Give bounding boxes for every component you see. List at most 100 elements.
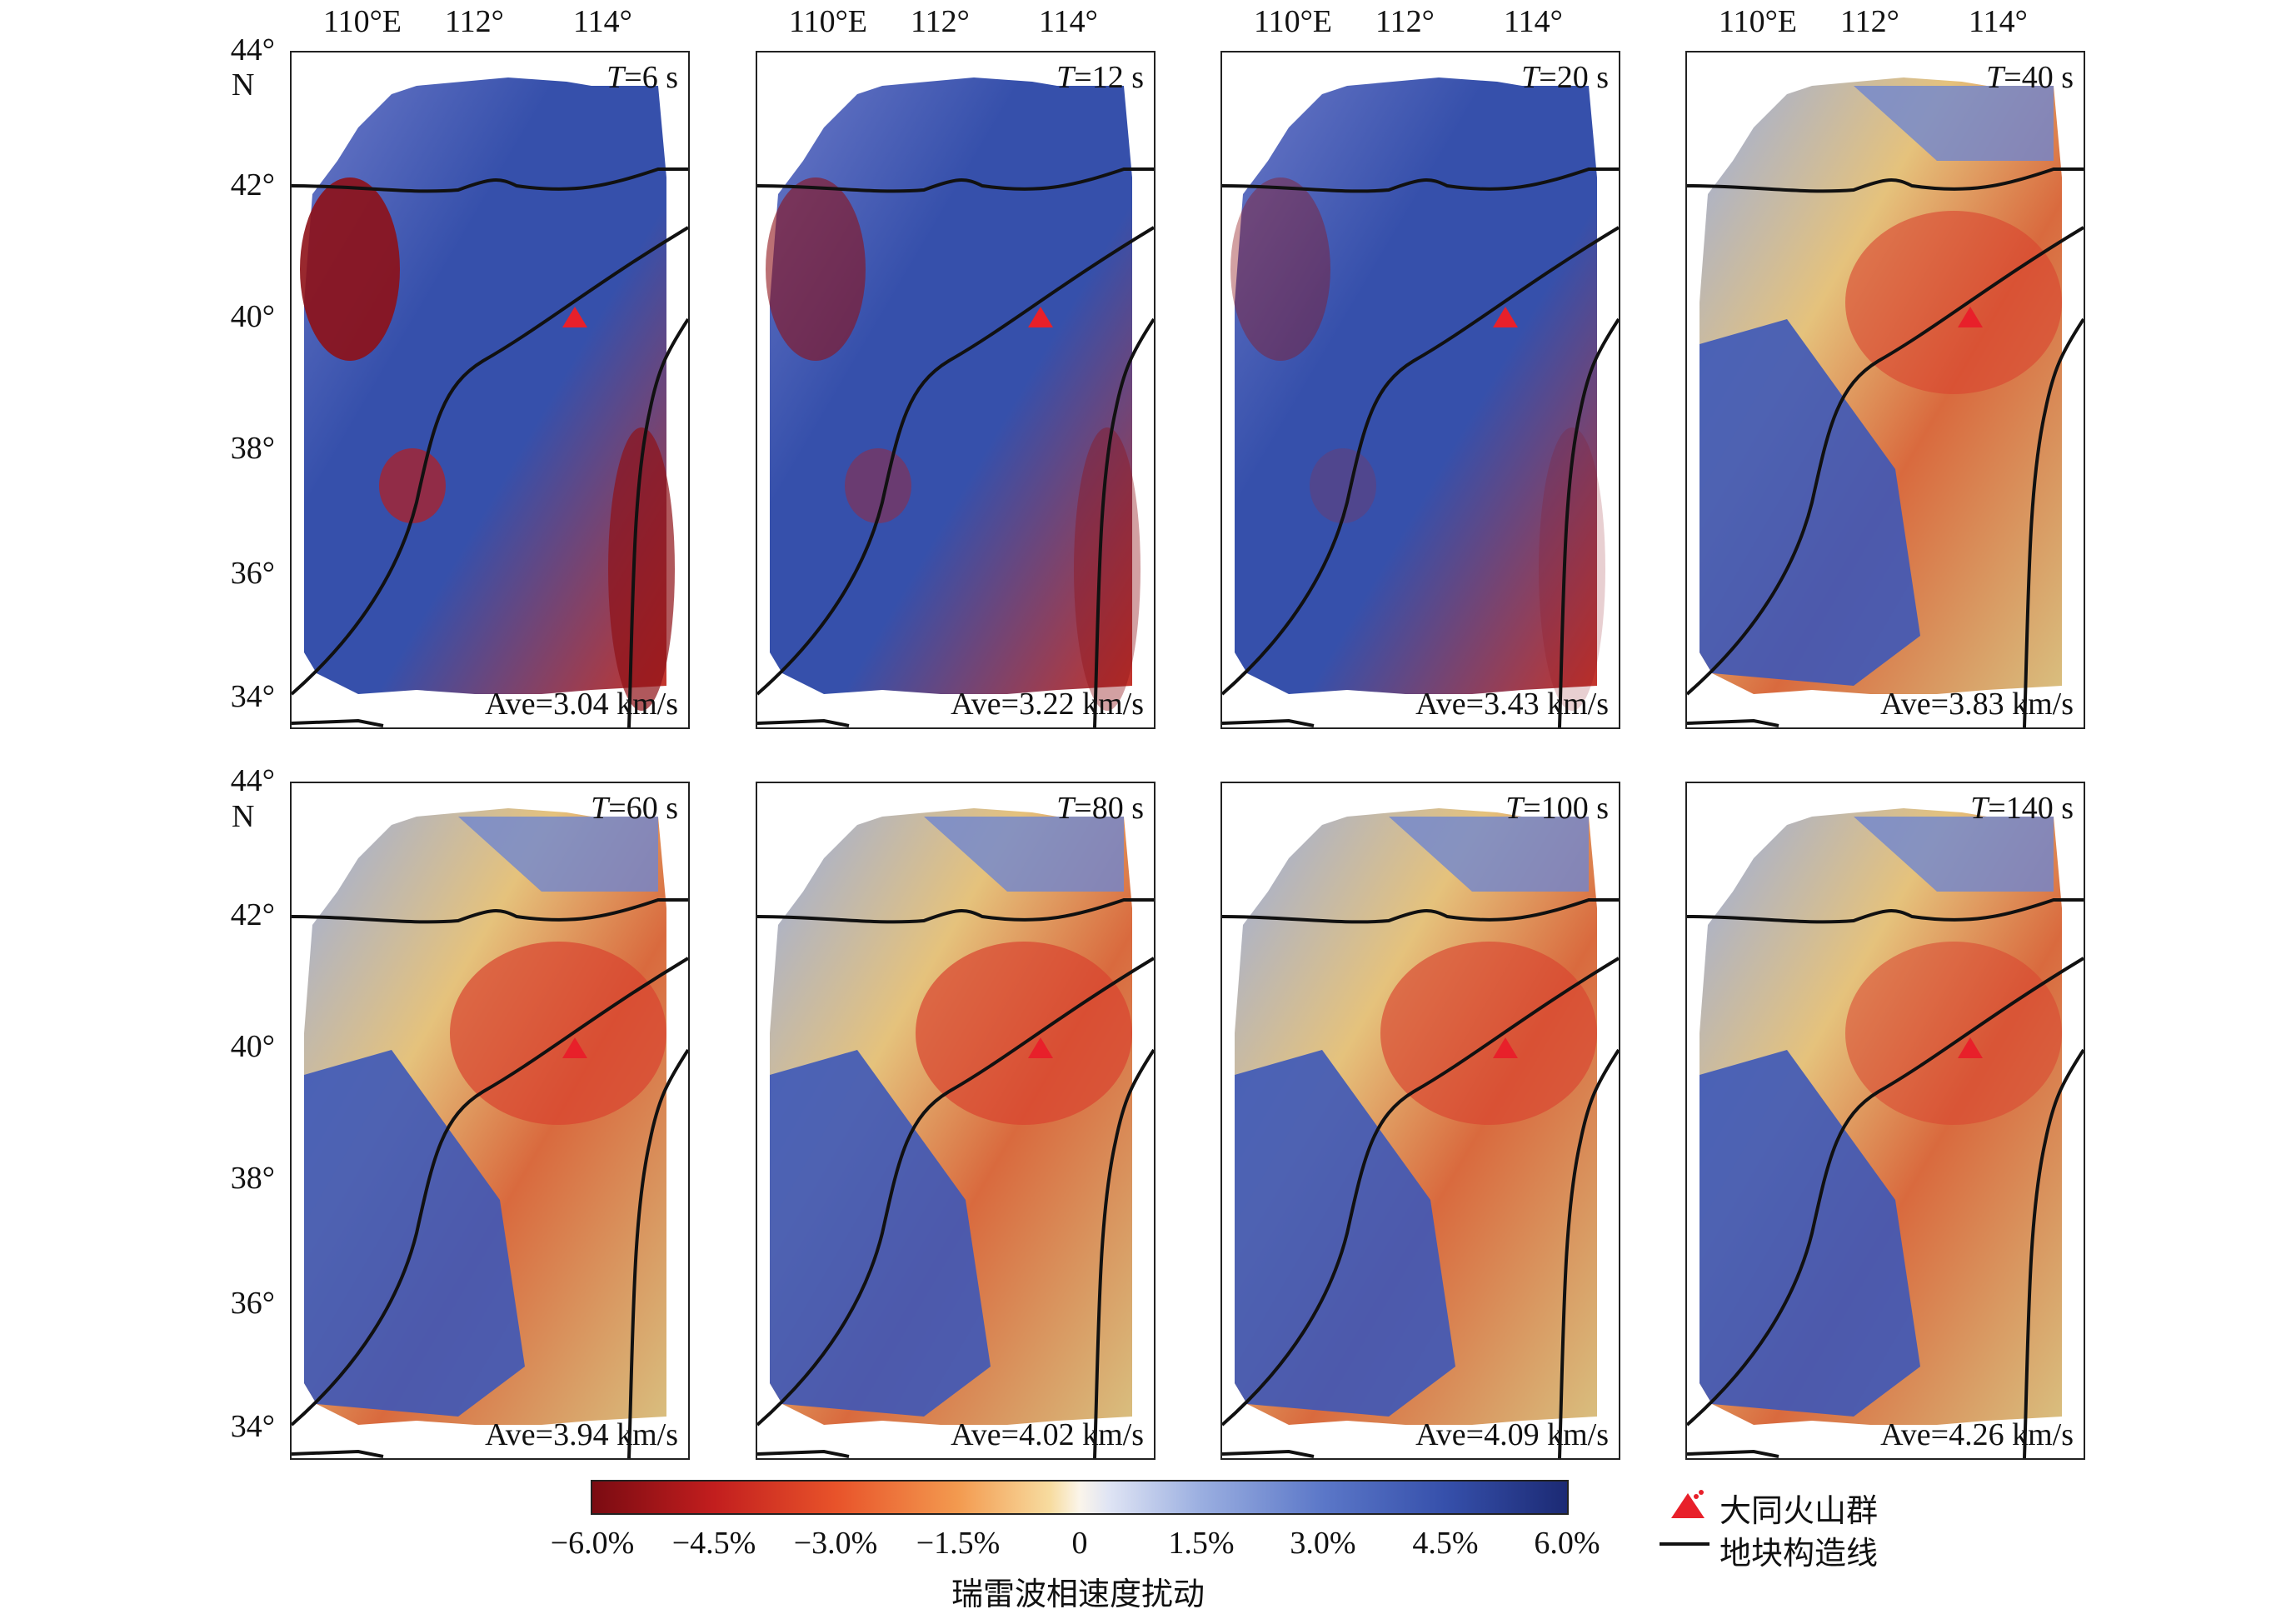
colorbar-tick: −6.0% xyxy=(550,1526,635,1561)
volcano-marker xyxy=(1028,307,1053,327)
colorbar-tick: 1.5% xyxy=(1168,1526,1235,1561)
block-boundary-line xyxy=(757,957,1154,1427)
volcano-marker xyxy=(1958,1037,1983,1058)
block-boundary-line xyxy=(757,898,1154,924)
lat-label-34: 34° xyxy=(230,679,275,714)
lon-label-114: 114° xyxy=(573,4,632,39)
lon-label-112: 112° xyxy=(911,4,970,39)
map-panel-4: T=40 s Ave=3.83 km/s xyxy=(1685,51,2085,729)
block-boundary-line xyxy=(1687,898,2084,924)
volcano-marker xyxy=(562,307,587,327)
block-boundary-line xyxy=(1222,718,1315,727)
map-svg xyxy=(1222,808,1619,1458)
lat-label-42: 42° xyxy=(230,167,275,202)
lat-label-40: 40° xyxy=(230,1029,275,1064)
period-label: T=20 s xyxy=(1521,60,1609,95)
map-panel-8: T=140 s Ave=4.26 km/s xyxy=(1685,782,2085,1460)
map-panel-5: T=60 s Ave=3.94 km/s xyxy=(290,782,690,1460)
lon-label-110: 110°E xyxy=(1254,4,1332,39)
block-boundary-line xyxy=(757,226,1154,696)
average-velocity-label: Ave=4.02 km/s xyxy=(951,1417,1144,1452)
block-boundary-line xyxy=(1558,1048,1619,1458)
colorbar xyxy=(591,1480,1569,1515)
block-boundary-line xyxy=(292,167,688,193)
map-svg xyxy=(1687,77,2084,727)
lon-label-110: 110°E xyxy=(789,4,867,39)
legend-boundary-label: 地块构造线 xyxy=(1720,1535,1879,1572)
period-label: T=100 s xyxy=(1505,791,1609,826)
block-boundary-line xyxy=(1687,957,2084,1427)
boundary-line-icon xyxy=(1660,1542,1710,1546)
map-svg xyxy=(1222,77,1619,727)
colorbar-title: 瑞雷波相速度扰动 xyxy=(951,1576,1205,1612)
lat-label-34: 34° xyxy=(230,1409,275,1444)
block-boundary-line xyxy=(1558,317,1619,727)
low-velocity-anomaly xyxy=(450,942,666,1125)
map-panel-6: T=80 s Ave=4.02 km/s xyxy=(756,782,1155,1460)
velocity-field xyxy=(1235,77,1597,694)
lat-label-38: 38° xyxy=(230,1161,275,1196)
block-boundary-line xyxy=(757,167,1154,193)
average-velocity-label: Ave=3.43 km/s xyxy=(1415,687,1609,722)
block-boundary-line xyxy=(1222,226,1619,696)
low-velocity-anomaly xyxy=(845,448,911,523)
lon-label-114: 114° xyxy=(1504,4,1563,39)
map-svg xyxy=(757,808,1154,1458)
high-velocity-region xyxy=(1700,1050,1920,1417)
block-boundary-line xyxy=(1093,1048,1154,1458)
volcano-marker xyxy=(562,1037,587,1058)
block-boundary-line xyxy=(1687,167,2084,193)
volcano-marker xyxy=(1958,307,1983,327)
lat-label-38: 38° xyxy=(230,431,275,466)
lat-label-40: 40° xyxy=(230,299,275,334)
block-boundary-line xyxy=(1222,898,1619,924)
block-boundary-line xyxy=(1222,1449,1315,1458)
period-label: T=40 s xyxy=(1986,60,2074,95)
block-boundary-line xyxy=(292,898,688,924)
high-velocity-region xyxy=(1854,817,2054,892)
high-velocity-region xyxy=(924,817,1124,892)
lon-label-114: 114° xyxy=(1039,4,1098,39)
average-velocity-label: Ave=4.26 km/s xyxy=(1880,1417,2074,1452)
lat-label-44: 44° xyxy=(230,763,275,798)
high-velocity-region xyxy=(304,1050,525,1417)
map-panel-1: T=6 s Ave=3.04 km/s xyxy=(290,51,690,729)
block-boundary-line xyxy=(1687,1449,1779,1458)
map-svg xyxy=(757,77,1154,727)
low-velocity-anomaly xyxy=(1074,427,1141,711)
block-boundary-line xyxy=(292,718,384,727)
average-velocity-label: Ave=3.94 km/s xyxy=(485,1417,678,1452)
colorbar-tick: −3.0% xyxy=(793,1526,878,1561)
lon-label-110: 110°E xyxy=(1719,4,1797,39)
map-svg xyxy=(292,77,688,727)
period-label: T=6 s xyxy=(606,60,678,95)
lon-label-112: 112° xyxy=(445,4,504,39)
high-velocity-region xyxy=(1854,86,2054,161)
low-velocity-anomaly xyxy=(608,427,675,711)
lat-label-44: 44° xyxy=(230,32,275,67)
map-panel-2: T=12 s Ave=3.22 km/s xyxy=(756,51,1155,729)
high-velocity-region xyxy=(1700,319,1920,686)
low-velocity-anomaly xyxy=(300,177,400,361)
map-panel-3: T=20 s Ave=3.43 km/s xyxy=(1220,51,1620,729)
low-velocity-anomaly xyxy=(916,942,1132,1125)
low-velocity-anomaly xyxy=(1539,427,1605,711)
map-svg xyxy=(1687,808,2084,1458)
period-label: T=80 s xyxy=(1056,791,1144,826)
low-velocity-anomaly xyxy=(1845,942,2062,1125)
colorbar-tick: 0 xyxy=(1071,1526,1088,1561)
block-boundary-line xyxy=(1687,718,1779,727)
colorbar-tick: 6.0% xyxy=(1534,1526,1600,1561)
lon-label-112: 112° xyxy=(1840,4,1899,39)
block-boundary-line xyxy=(1222,167,1619,193)
volcano-icon xyxy=(1671,1490,1705,1518)
lon-label-114: 114° xyxy=(1969,4,2028,39)
block-boundary-line xyxy=(1093,317,1154,727)
block-boundary-line xyxy=(292,1449,384,1458)
high-velocity-region xyxy=(1389,817,1589,892)
north-label: N xyxy=(232,67,255,102)
block-boundary-line xyxy=(627,1048,688,1458)
volcano-marker xyxy=(1493,307,1518,327)
block-boundary-line xyxy=(757,718,850,727)
lat-label-36: 36° xyxy=(230,556,275,591)
